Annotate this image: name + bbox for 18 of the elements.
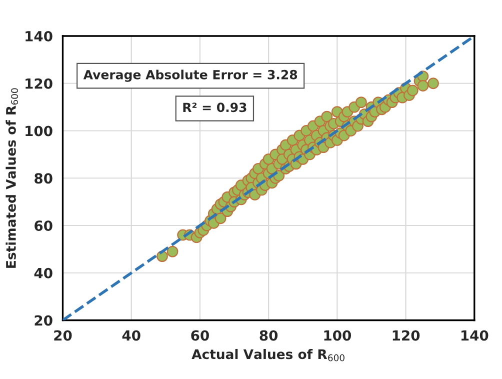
y-tick-label: 120	[26, 78, 52, 89]
x-tick-label: 100	[324, 330, 352, 341]
y-tick-label: 100	[26, 126, 52, 136]
y-tick-label: 140	[26, 30, 52, 42]
annotation: Average Absolute Error = 3.28	[83, 70, 298, 82]
y-tick-label: 20	[34, 315, 52, 326]
x-tick-label: 40	[122, 330, 140, 341]
x-tick-label: 60	[191, 330, 209, 341]
y-tick-label: 40	[34, 268, 52, 278]
x-tick-label: 120	[392, 330, 420, 341]
annotation: R² = 0.93	[183, 102, 246, 112]
y-axis-title: Estimated Values of R$_{600}$	[6, 88, 18, 268]
x-tick-label: 140	[461, 330, 488, 341]
x-tick-label: 20	[54, 330, 72, 341]
x-axis-title: Actual Values of R$_{600}$	[192, 348, 344, 362]
x-tick-label: 80	[260, 330, 278, 341]
y-tick-label: 60	[34, 220, 52, 231]
y-tick-label: 80	[34, 173, 52, 184]
